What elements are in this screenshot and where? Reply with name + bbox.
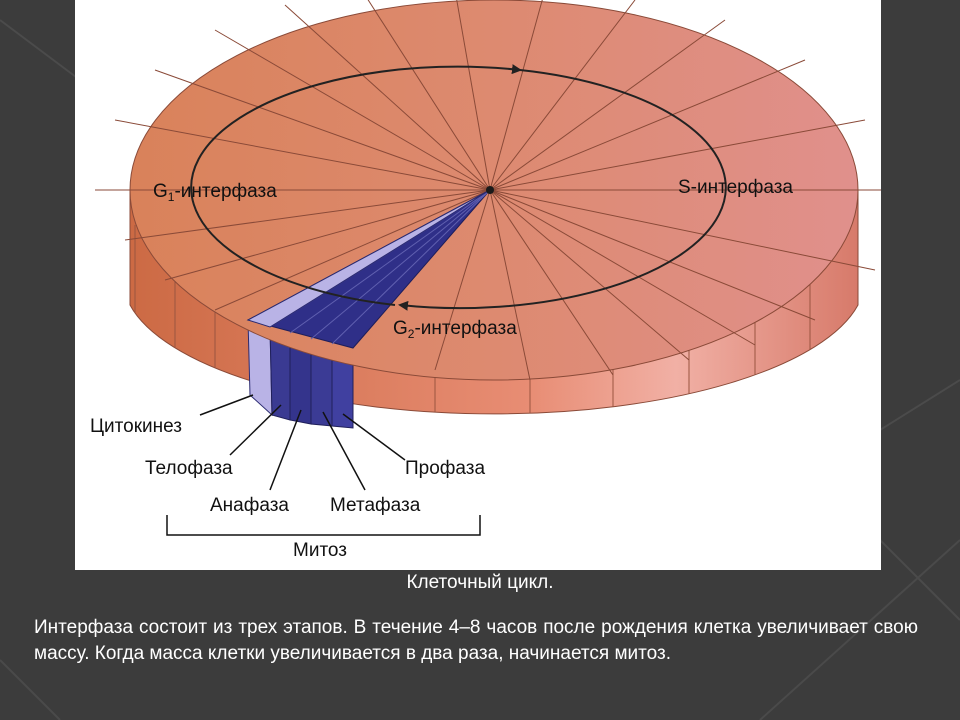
s-interphase-label: S-интерфаза <box>678 177 793 198</box>
disk-top <box>95 0 881 381</box>
telophase-label: Телофаза <box>145 458 233 479</box>
metaphase-label: Метафаза <box>330 495 421 516</box>
cycle-arrows <box>190 64 727 311</box>
prophase-label: Профаза <box>405 458 485 479</box>
phase-leader-lines <box>199 394 406 491</box>
cell-cycle-figure: G1-интерфаза S-интерфаза G2-интерфаза Ци… <box>75 0 881 570</box>
g1-interphase-label: G1-интерфаза <box>153 181 277 204</box>
description-text: Интерфаза состоит из трех этапов. В тече… <box>34 617 918 664</box>
g2-interphase-label: G2-интерфаза <box>393 318 517 341</box>
cytokinesis-label: Цитокинез <box>90 416 182 437</box>
mitosis-bracket <box>166 515 481 536</box>
figure-caption: Клеточный цикл. <box>406 572 554 593</box>
anaphase-label: Анафаза <box>210 495 289 516</box>
mitosis-label: Митоз <box>293 540 347 561</box>
